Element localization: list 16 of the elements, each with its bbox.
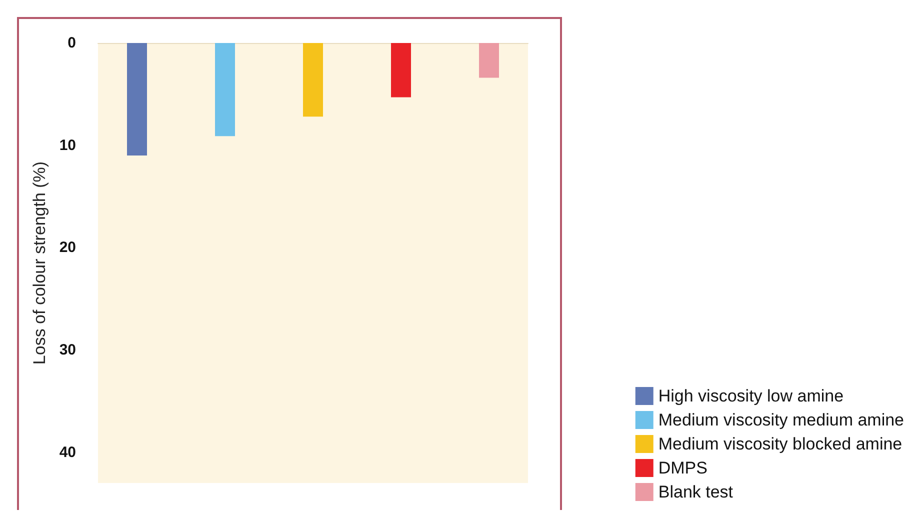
- legend-label: Blank test: [658, 482, 734, 502]
- bar: [127, 43, 147, 156]
- y-tick-label: 20: [59, 239, 76, 256]
- legend-label: Medium viscosity blocked amine: [658, 434, 902, 454]
- legend-label: High viscosity low amine: [658, 386, 844, 406]
- y-tick-label: 10: [59, 136, 76, 154]
- legend-label: DMPS: [658, 458, 708, 478]
- bar: [391, 43, 411, 98]
- y-tick-label: 30: [59, 341, 76, 358]
- y-tick-label: 40: [59, 444, 76, 461]
- bar: [303, 43, 323, 117]
- legend-label: Medium viscosity medium amine: [658, 410, 904, 430]
- y-tick-label: 0: [68, 34, 76, 52]
- bar: [215, 43, 235, 136]
- y-axis-title: Loss of colour strength (%): [30, 161, 49, 365]
- bar: [479, 43, 499, 78]
